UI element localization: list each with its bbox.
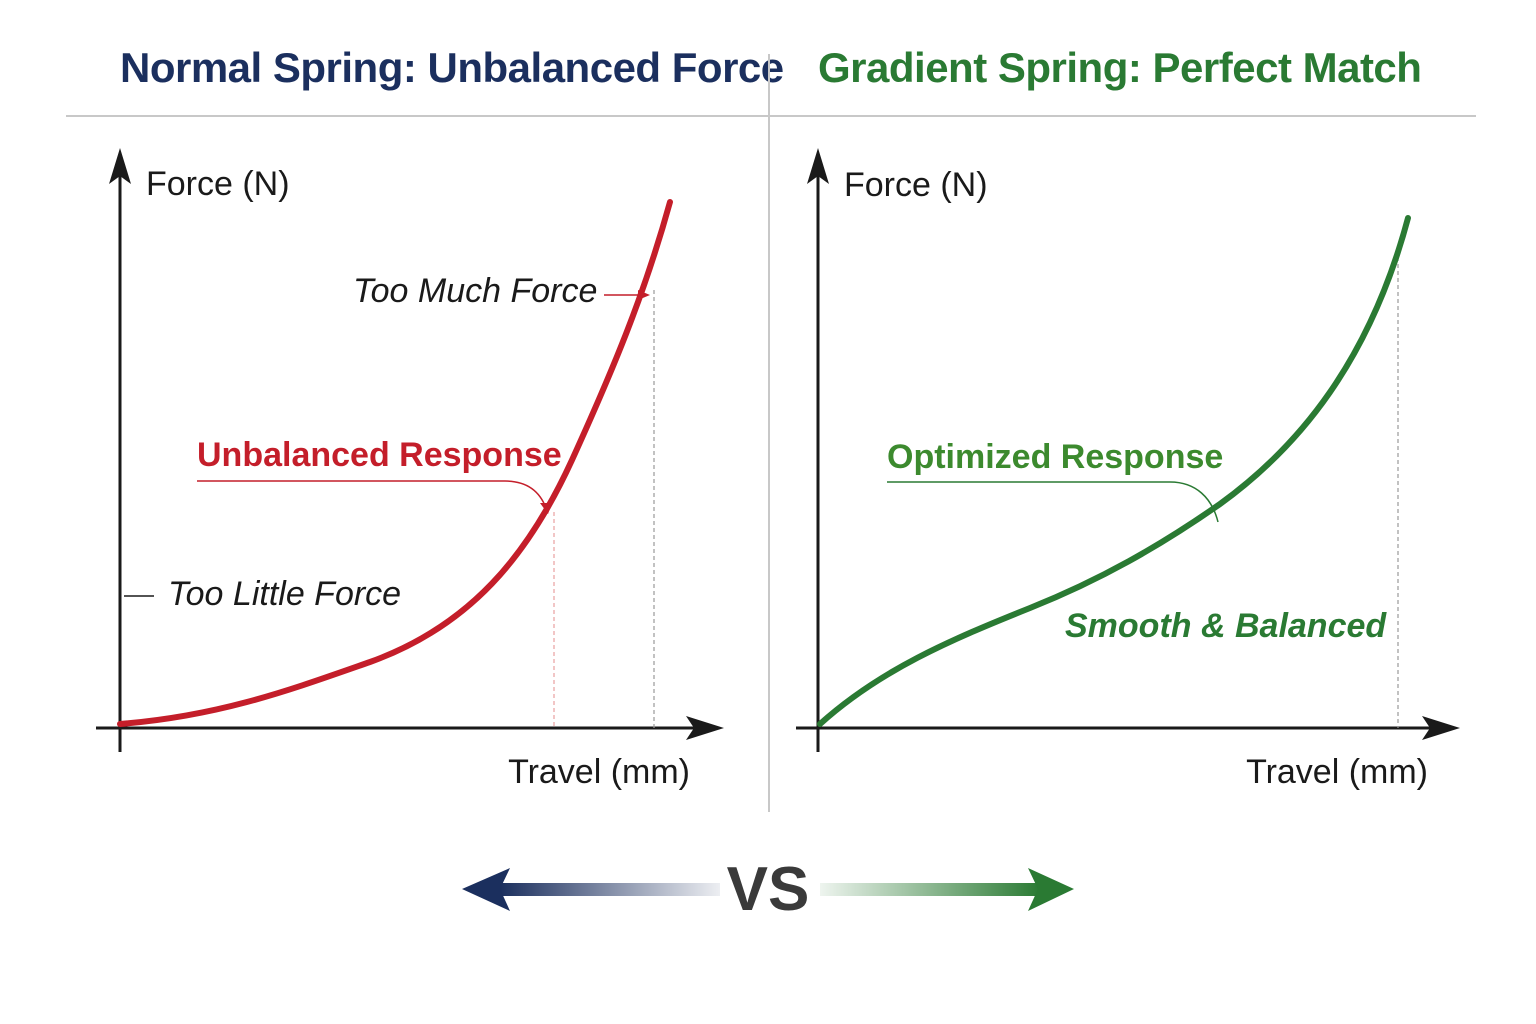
left-chart-title: Normal Spring: Unbalanced Force <box>120 44 784 100</box>
right-x-axis <box>796 716 1460 740</box>
too-much-force-arrow-icon <box>638 290 650 300</box>
right-title-rest: Perfect Match <box>1141 44 1422 91</box>
left-x-axis <box>96 716 724 740</box>
left-title-rest: Unbalanced Force <box>416 44 785 91</box>
axis-arrow-icon <box>109 148 131 184</box>
vs-label: VS <box>727 855 810 924</box>
right-y-axis-label: Force (N) <box>844 166 988 204</box>
arrow-right-icon <box>1028 868 1074 911</box>
right-title-prefix: Gradient Spring: <box>818 44 1142 91</box>
optimized-response-label: Optimized Response <box>887 438 1223 476</box>
smooth-balanced-label: Smooth & Balanced <box>1065 607 1387 645</box>
optimized-response-curve <box>817 215 1411 727</box>
vs-comparison: VS <box>462 855 1074 924</box>
axis-arrow-icon <box>807 148 829 184</box>
left-title-prefix: Normal Spring: <box>120 44 417 91</box>
arrow-left-icon <box>462 868 510 911</box>
left-y-axis <box>109 148 131 752</box>
right-chart-title: Gradient Spring: Perfect Match <box>818 44 1422 100</box>
unbalanced-response-label: Unbalanced Response <box>197 436 562 474</box>
vs-left-arrow-shaft <box>500 883 720 896</box>
too-little-force-label: Too Little Force <box>168 575 401 613</box>
vs-right-arrow-shaft <box>820 883 1040 896</box>
right-x-axis-label: Travel (mm) <box>1246 753 1428 791</box>
unbalanced-response-pointer <box>197 480 547 509</box>
left-x-axis-label: Travel (mm) <box>508 753 690 791</box>
unbalanced-response-arrow-icon <box>540 503 552 514</box>
optimized-response-pointer <box>887 481 1219 523</box>
unbalanced-response-curve <box>117 199 673 727</box>
too-much-force-label: Too Much Force <box>353 272 597 310</box>
axis-arrow-icon <box>686 716 724 740</box>
left-y-axis-label: Force (N) <box>146 165 290 203</box>
right-y-axis <box>807 148 829 752</box>
axis-arrow-icon <box>1422 716 1460 740</box>
